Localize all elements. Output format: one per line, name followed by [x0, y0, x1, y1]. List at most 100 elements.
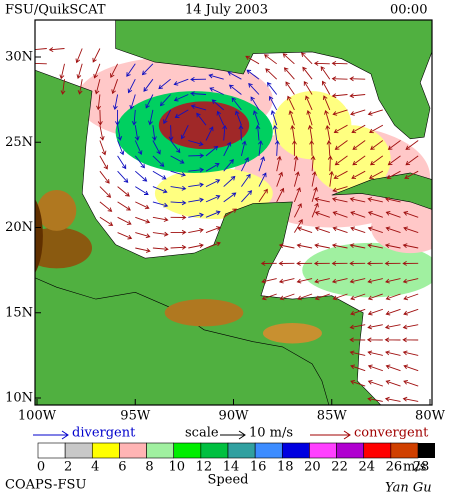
- wind-arrow: [158, 78, 171, 90]
- wind-arrow: [99, 125, 105, 141]
- wind-arrow: [314, 293, 330, 301]
- wind-arrow: [285, 81, 295, 95]
- wind-arrow: [170, 200, 187, 206]
- wind-arrow: [112, 94, 119, 111]
- wind-arrow: [387, 140, 401, 150]
- wind-arrow: [349, 243, 366, 249]
- wind-arrow: [385, 364, 401, 372]
- wind-arrow: [152, 246, 169, 252]
- wind-arrow: [352, 155, 366, 166]
- wind-arrow: [152, 201, 169, 208]
- wind-arrow: [367, 226, 383, 234]
- wind-arrow: [331, 93, 348, 99]
- wind-arrow: [405, 155, 419, 166]
- wind-arrow: [111, 79, 119, 95]
- colorbar-label: 10: [168, 460, 185, 475]
- colorbar-box: [91, 442, 120, 459]
- wind-arrow: [403, 364, 419, 372]
- wind-arrow: [311, 202, 319, 218]
- wind-arrow: [117, 232, 133, 240]
- wind-arrow: [135, 247, 151, 253]
- wind-arrow: [385, 308, 401, 316]
- wind-arrow: [349, 93, 366, 99]
- colorbar-label: 28: [413, 460, 430, 475]
- wind-arrow: [115, 109, 120, 126]
- wind-arrow: [152, 170, 167, 180]
- wind-arrow: [334, 140, 348, 150]
- wind-arrow: [321, 80, 331, 95]
- wind-arrow: [258, 140, 263, 156]
- colorbar-box: [64, 442, 93, 459]
- wind-arrow: [241, 173, 251, 187]
- wind-arrow: [48, 47, 65, 53]
- wind-arrow: [329, 170, 334, 187]
- colorbar-box: [309, 442, 337, 459]
- wind-arrow: [384, 261, 401, 266]
- wind-arrow: [369, 155, 384, 166]
- wind-arrow: [404, 170, 419, 180]
- wind-arrow: [367, 243, 383, 249]
- wind-arrow: [403, 308, 419, 316]
- wind-arrow: [402, 396, 419, 402]
- colorbar-box: [281, 442, 310, 459]
- wind-arrow: [205, 145, 219, 157]
- wind-arrow: [309, 140, 315, 156]
- wind-arrow: [385, 278, 401, 284]
- wind-arrow: [129, 94, 136, 110]
- wind-arrow: [387, 155, 401, 166]
- wind-arrow: [223, 141, 232, 157]
- highland: [37, 189, 77, 231]
- wind-arrow: [402, 278, 419, 284]
- wind-arrow: [170, 244, 187, 250]
- wind-arrow: [327, 155, 333, 172]
- colorbar-label: 18: [277, 460, 294, 475]
- wind-arrow: [209, 87, 224, 95]
- wind-arrow: [405, 140, 419, 150]
- wind-arrow: [367, 396, 383, 402]
- wind-arrow: [322, 95, 331, 111]
- wind-arrow: [77, 79, 83, 95]
- land: [35, 69, 382, 405]
- wind-arrow: [188, 227, 204, 234]
- wind-arrow: [402, 243, 419, 249]
- wind-arrow: [296, 261, 313, 266]
- colorbar-unit: m/s: [403, 460, 426, 475]
- wind-arrow: [311, 171, 317, 187]
- wind-arrow: [349, 337, 366, 343]
- lat-label: 25N: [5, 135, 33, 150]
- wind-arrow: [170, 155, 185, 164]
- land: [115, 20, 432, 140]
- colorbar-box: [390, 442, 419, 459]
- wind-arrow: [290, 124, 296, 141]
- wind-arrow: [334, 155, 348, 166]
- wind-arrow: [297, 293, 313, 301]
- wind-arrow: [211, 99, 224, 111]
- wind-arrow: [402, 337, 419, 343]
- wind-arrow: [223, 192, 237, 203]
- wind-arrow: [170, 170, 186, 177]
- wind-arrow: [403, 379, 419, 387]
- wind-arrow: [240, 140, 247, 157]
- colorbar-label: 4: [91, 460, 99, 475]
- speed-patch: [154, 167, 273, 219]
- colorbar-box: [146, 442, 175, 459]
- wind-arrow: [307, 124, 313, 141]
- colorbar-label: 20: [304, 460, 321, 475]
- wind-arrow: [99, 155, 108, 170]
- wind-arrow: [205, 163, 220, 172]
- wind-arrow: [332, 109, 348, 116]
- wind-arrow: [367, 350, 383, 356]
- wind-arrow: [143, 78, 154, 92]
- wind-arrow: [314, 211, 330, 218]
- wind-arrow: [367, 278, 383, 284]
- wind-arrow: [223, 159, 234, 172]
- wind-arrow: [278, 261, 295, 266]
- wind-arrow: [367, 379, 383, 387]
- wind-arrow: [385, 379, 401, 387]
- wind-arrow: [117, 140, 125, 156]
- wind-arrow: [148, 109, 154, 126]
- wind-arrow: [349, 278, 366, 284]
- colorbar-label: 2: [64, 460, 72, 475]
- wind-arrow: [265, 68, 278, 80]
- convergent-arrow: [310, 430, 351, 440]
